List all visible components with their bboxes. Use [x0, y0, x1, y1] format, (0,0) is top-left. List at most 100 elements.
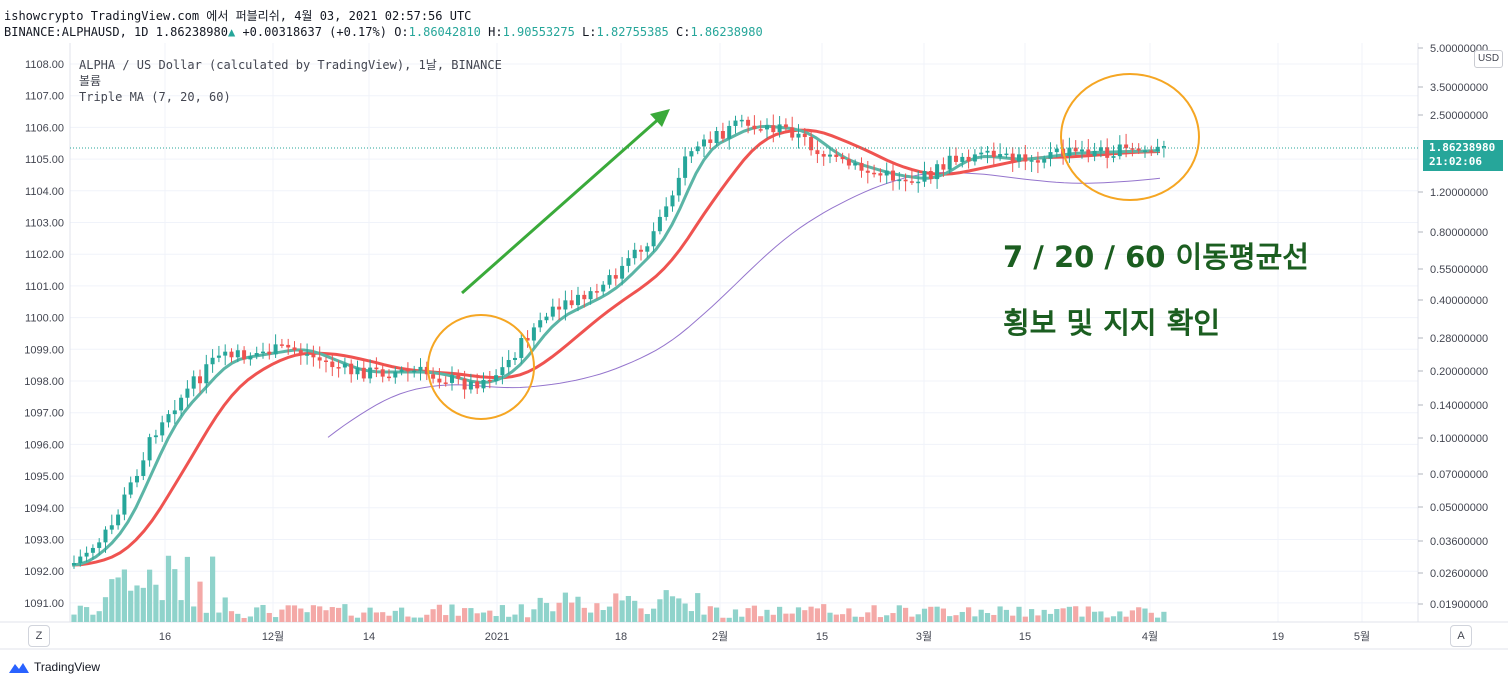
- volume-bar: [1079, 616, 1085, 622]
- zoom-button[interactable]: Z: [28, 625, 50, 647]
- volume-bar: [821, 604, 827, 622]
- candle-body: [821, 154, 826, 157]
- volume-bar: [701, 614, 707, 622]
- candle-body: [1035, 160, 1040, 163]
- time-axis-label: 4월: [1142, 630, 1158, 643]
- volume-bar: [1016, 606, 1022, 622]
- price-chart[interactable]: 1108.00 1107.00 1106.00 1105.00 1104.00 1103.…: [0, 0, 1508, 650]
- volume-bar: [455, 615, 461, 622]
- price-axis-label: 0.80000000: [1430, 227, 1488, 239]
- volume-bar: [102, 597, 109, 622]
- volume-bar: [436, 604, 442, 622]
- candle-body: [494, 375, 499, 381]
- volume-bar: [625, 595, 631, 622]
- candle-body: [538, 320, 543, 328]
- candle-body: [891, 170, 895, 181]
- candle-body: [525, 338, 530, 341]
- volume-bar: [915, 614, 921, 622]
- footer-brand[interactable]: TradingView: [34, 660, 101, 674]
- volume-bar: [997, 606, 1003, 622]
- candle-body: [298, 350, 303, 355]
- volume-bar: [216, 612, 222, 622]
- left-axis-label: 1100.00: [25, 313, 64, 325]
- volume-bars: [71, 555, 1167, 622]
- high-label: H:: [488, 25, 503, 39]
- candle-body: [645, 246, 650, 252]
- price-axis-label: 0.10000000: [1430, 433, 1488, 445]
- volume-bar: [569, 602, 575, 622]
- candle-body: [1042, 158, 1047, 163]
- candle-body: [1017, 154, 1021, 162]
- high-value: 1.90553275: [502, 25, 575, 39]
- price-tag-countdown: 21:02:06: [1429, 155, 1482, 168]
- left-axis-label: 1099.00: [24, 344, 64, 356]
- left-axis-label: 1101.00: [25, 281, 64, 293]
- volume-bar: [153, 584, 159, 622]
- candle-body: [204, 364, 209, 384]
- candle-body: [777, 124, 782, 133]
- candle-body: [286, 344, 291, 348]
- volume-bar: [71, 614, 77, 622]
- candle-body: [670, 195, 675, 207]
- volume-bar: [487, 610, 493, 622]
- volume-bar: [518, 604, 524, 622]
- time-axis-label: 16: [159, 631, 171, 643]
- candle-body: [859, 163, 864, 171]
- left-axis-label: 1093.00: [24, 535, 64, 547]
- time-axis-label: 2월: [712, 630, 728, 643]
- candle-body: [1054, 148, 1059, 153]
- time-axis-label: 5월: [1354, 630, 1370, 643]
- left-axis-label: 1094.00: [24, 503, 64, 515]
- volume-bar: [222, 597, 228, 622]
- volume-bar: [714, 607, 720, 622]
- candle-body: [594, 291, 599, 293]
- candle-body: [809, 137, 814, 151]
- candle-body: [727, 125, 732, 139]
- volume-bar: [663, 590, 669, 622]
- volume-bar: [184, 556, 190, 622]
- candle-body: [563, 300, 568, 310]
- price-axis-label: 1.20000000: [1430, 187, 1488, 199]
- volume-bar: [1066, 606, 1072, 622]
- volume-bar: [852, 616, 858, 622]
- volume-legend[interactable]: 볼륨: [79, 74, 102, 88]
- candle-body: [475, 381, 480, 389]
- candle-body: [909, 181, 914, 183]
- candle-body: [519, 338, 524, 358]
- candle-body: [872, 172, 877, 175]
- left-axis-label: 1103.00: [25, 218, 64, 230]
- candle-body: [664, 206, 669, 217]
- candle-body: [916, 181, 921, 184]
- currency-button[interactable]: USD: [1474, 50, 1503, 68]
- volume-bar: [90, 614, 96, 622]
- volume-bar: [273, 617, 279, 622]
- volume-bar: [720, 617, 726, 622]
- volume-bar: [480, 612, 487, 622]
- volume-bar: [411, 617, 417, 622]
- volume-bar: [386, 615, 392, 622]
- volume-bar: [846, 608, 852, 622]
- volume-bar: [726, 617, 732, 622]
- volume-bar: [556, 602, 562, 622]
- candle-body: [846, 159, 851, 166]
- ma-legend[interactable]: Triple MA (7, 20, 60): [79, 90, 231, 104]
- last-price: 1.86238980: [155, 25, 228, 39]
- candle-body: [550, 306, 555, 317]
- auto-scale-button[interactable]: A: [1450, 625, 1472, 647]
- chart-title[interactable]: ALPHA / US Dollar (calculated by Trading…: [79, 58, 502, 72]
- volume-bar: [140, 587, 146, 622]
- candle-body: [1004, 153, 1009, 156]
- volume-bar: [1041, 609, 1047, 622]
- volume-bar: [1142, 608, 1148, 622]
- left-axis-label: 1102.00: [25, 249, 64, 261]
- candle-body: [103, 529, 108, 543]
- candle-body: [783, 124, 788, 128]
- volume-bar: [147, 569, 153, 622]
- symbol-label[interactable]: BINANCE:ALPHAUSD, 1D: [4, 25, 149, 39]
- volume-bar: [134, 585, 140, 622]
- volume-bar: [669, 596, 676, 622]
- candle-body: [330, 361, 335, 368]
- candle-body: [242, 350, 247, 360]
- price-axis-label: 0.14000000: [1430, 400, 1488, 412]
- price-tag-value: 1.86238980: [1429, 141, 1496, 154]
